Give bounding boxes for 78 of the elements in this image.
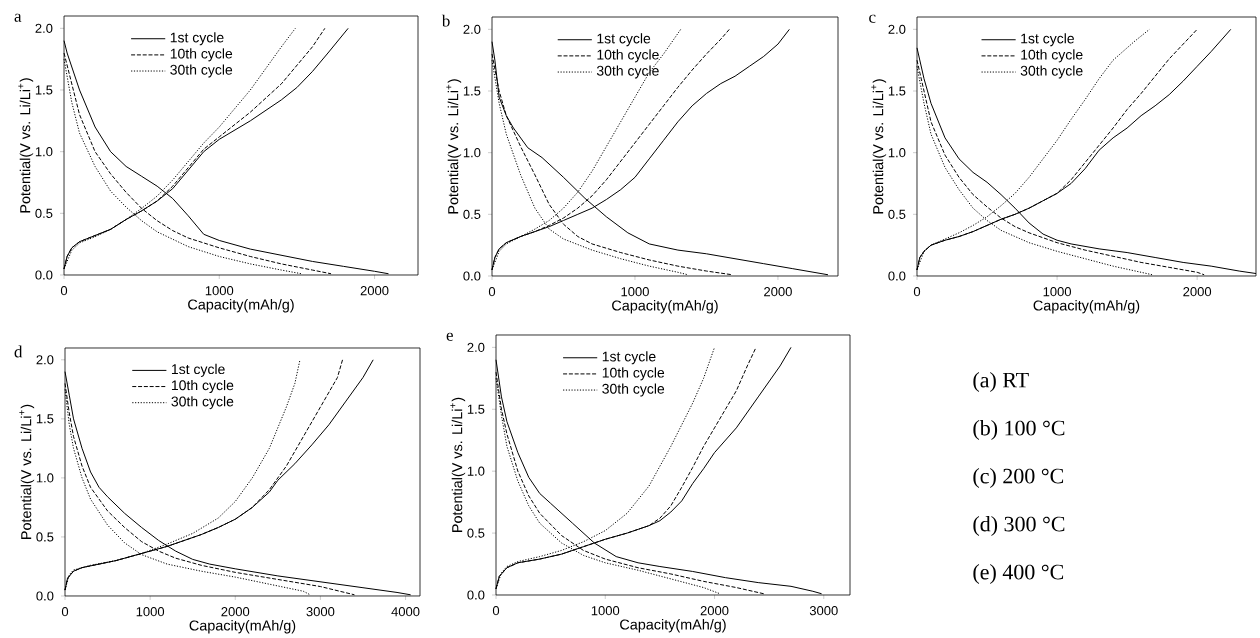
y-axis-title: Potential(V vs. Li/Li$^{+}$) xyxy=(19,404,35,539)
x-axis-title: Capacity(mAh/g) xyxy=(189,619,296,634)
chart-title: a xyxy=(14,13,22,22)
y-tick-label: 1.0 xyxy=(463,148,481,158)
y-tick-label: 1.5 xyxy=(467,404,485,414)
legend-label: 30th cycle xyxy=(602,383,665,397)
y-tick-label: 1.5 xyxy=(463,86,481,96)
y-tick-label: 1.5 xyxy=(35,85,53,95)
y-tick-label: 1.5 xyxy=(36,414,54,424)
y-tick-label: 0.5 xyxy=(36,532,54,542)
y-tick-label: 0.0 xyxy=(36,591,54,601)
x-axis-title: Capacity(mAh/g) xyxy=(620,618,726,633)
y-axis-title: Potential(V vs. Li/Li$^{+}$) xyxy=(446,79,462,214)
x-tick-label: 1000 xyxy=(621,287,649,297)
legend-label: 30th cycle xyxy=(596,65,659,79)
legend-label: 1st cycle xyxy=(602,351,656,365)
y-tick-label: 0.0 xyxy=(467,590,485,600)
y-tick-label: 1.0 xyxy=(888,148,906,158)
chart-title: d xyxy=(14,345,23,358)
x-tick-label: 3000 xyxy=(306,607,335,617)
x-tick-label: 0 xyxy=(61,607,69,617)
text: (b) 100 °C xyxy=(973,420,1065,440)
x-tick-label: 1000 xyxy=(1043,287,1072,297)
x-tick-label: 2000 xyxy=(360,286,389,296)
y-axis-title: Potential(V vs. Li/Li$^{+}$) xyxy=(18,78,34,213)
x-tick-label: 4000 xyxy=(391,607,420,617)
y-tick-label: 0.5 xyxy=(35,208,53,218)
legend-label: 1st cycle xyxy=(171,363,225,377)
y-tick-label: 0.0 xyxy=(888,271,906,281)
legend-label: 30th cycle xyxy=(1020,65,1083,79)
x-tick-label: 2000 xyxy=(764,287,792,297)
x-axis-title: Capacity(mAh/g) xyxy=(1033,299,1140,314)
legend-label: 1st cycle xyxy=(597,33,651,47)
chart-title: c xyxy=(869,14,876,23)
legend-label: 30th cycle xyxy=(170,64,233,78)
legend-label: 10th cycle xyxy=(170,48,233,62)
y-axis-title: Potential(V vs. Li/Li$^{+}$) xyxy=(871,79,887,214)
legend-label: 10th cycle xyxy=(597,49,659,63)
y-tick-label: 2.0 xyxy=(36,355,54,365)
text: (c) 200 °C xyxy=(973,468,1064,488)
x-axis-title: Capacity(mAh/g) xyxy=(188,298,294,313)
y-tick-label: 1.0 xyxy=(35,147,53,157)
legend-label: 30th cycle xyxy=(171,396,234,410)
x-tick-label: 1000 xyxy=(591,606,620,616)
chart-title: e xyxy=(446,332,453,341)
y-tick-label: 0.0 xyxy=(463,271,481,281)
y-tick-label: 2.0 xyxy=(463,24,481,34)
legend-label: 10th cycle xyxy=(602,367,665,381)
x-tick-label: 3000 xyxy=(809,606,838,616)
x-tick-label: 0 xyxy=(60,286,68,296)
x-tick-label: 0 xyxy=(488,287,496,297)
text: (e) 400 °C xyxy=(973,564,1064,584)
chart-title: b xyxy=(441,14,450,27)
y-axis-title: Potential(V vs. Li/Li$^{+}$) xyxy=(450,397,466,532)
legend-label: 1st cycle xyxy=(1021,33,1074,47)
y-tick-label: 1.0 xyxy=(467,466,485,476)
y-tick-label: 0.5 xyxy=(467,528,485,538)
x-tick-label: 0 xyxy=(492,606,500,616)
y-tick-label: 0.5 xyxy=(463,209,481,219)
x-tick-label: 0 xyxy=(913,287,921,297)
x-tick-label: 1000 xyxy=(205,286,234,296)
x-tick-label: 2000 xyxy=(700,606,729,616)
x-axis-title: Capacity(mAh/g) xyxy=(612,299,718,314)
y-tick-label: 2.0 xyxy=(35,23,53,33)
y-tick-label: 1.0 xyxy=(36,473,54,483)
legend-label: 1st cycle xyxy=(170,32,224,46)
y-tick-label: 2.0 xyxy=(467,342,485,352)
x-tick-label: 1000 xyxy=(136,607,165,617)
text: (d) 300 °C xyxy=(973,516,1065,536)
legend-label: 10th cycle xyxy=(171,379,234,394)
y-tick-label: 1.5 xyxy=(888,86,906,96)
x-tick-label: 2000 xyxy=(221,607,250,617)
y-tick-label: 2.0 xyxy=(888,24,906,34)
text: (a) RT xyxy=(973,372,1029,392)
y-tick-label: 0.5 xyxy=(888,209,906,219)
x-tick-label: 2000 xyxy=(1183,287,1212,297)
y-tick-label: 0.0 xyxy=(35,270,53,280)
legend-label: 10th cycle xyxy=(1021,49,1083,63)
